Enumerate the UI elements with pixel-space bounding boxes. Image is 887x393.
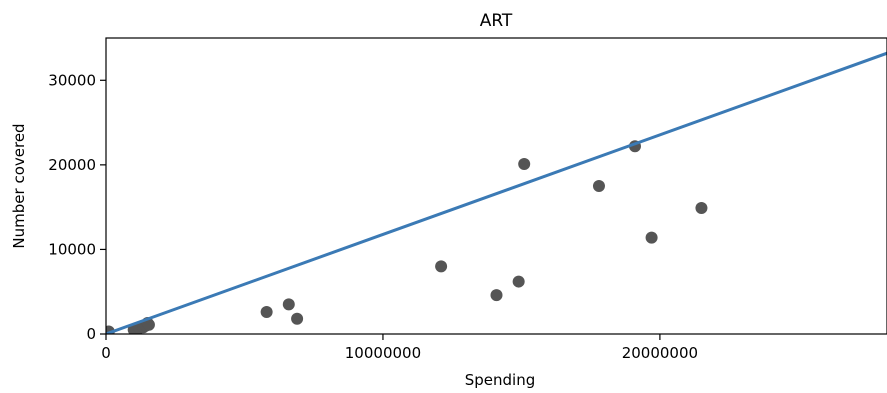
y-tick-label: 20000 [48, 156, 96, 174]
data-point [490, 289, 503, 302]
data-point [695, 201, 708, 214]
chart-title: ART [480, 11, 513, 31]
data-point [645, 231, 658, 244]
y-tick-label: 30000 [48, 71, 96, 89]
y-axis-label: Number covered [10, 123, 28, 248]
data-point [291, 312, 304, 325]
y-tick-label: 0 [86, 325, 96, 343]
x-tick-label: 10000000 [345, 344, 421, 362]
x-axis-ticks: 0 10000000 20000000 [101, 334, 698, 362]
data-point [512, 275, 525, 288]
data-point [260, 306, 273, 319]
x-tick-label: 0 [101, 344, 111, 362]
data-point [142, 318, 155, 331]
data-point [435, 260, 448, 273]
x-tick-label: 20000000 [622, 344, 698, 362]
plot-frame [105, 37, 887, 335]
data-point [282, 298, 295, 311]
data-point [518, 158, 531, 171]
y-tick-label: 10000 [48, 240, 96, 258]
data-point [592, 180, 605, 192]
y-axis-ticks: 0 10000 20000 30000 [48, 71, 106, 343]
plot-area [106, 51, 887, 334]
fit-line [106, 51, 887, 334]
x-axis-label: Spending [465, 371, 536, 389]
